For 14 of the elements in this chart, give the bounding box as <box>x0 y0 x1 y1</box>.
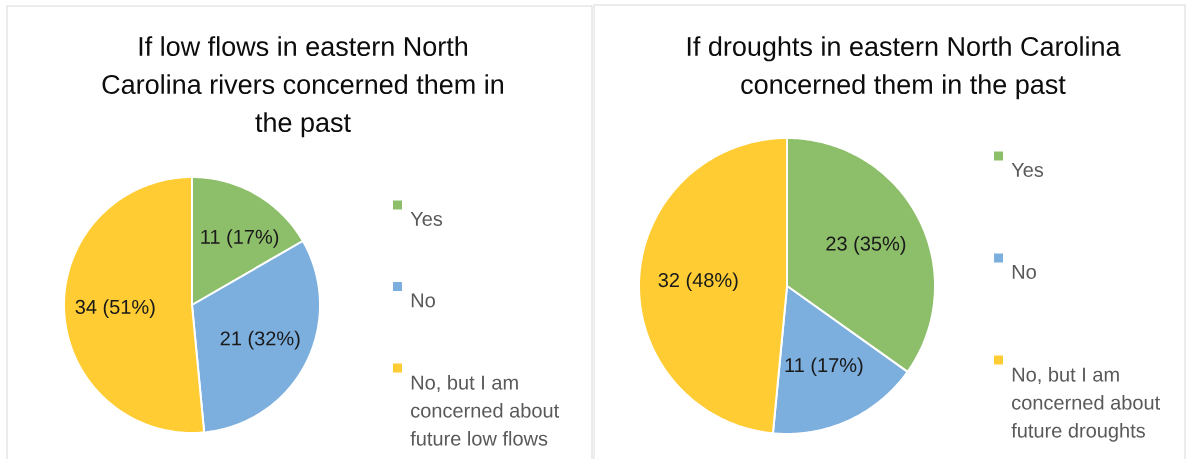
chart-title: If droughts in eastern North Carolina concerned them in the past <box>687 36 1121 100</box>
data-label: 23 (35%) <box>826 236 906 255</box>
legend-label: No <box>1012 265 1036 279</box>
legend-label: No, but I am concerned about future droughts <box>1011 367 1161 442</box>
legend-label: No <box>411 293 435 308</box>
data-label: 21 (32%) <box>220 330 300 350</box>
legend-label: Yes <box>410 212 443 226</box>
data-label: 11 (17%) <box>785 357 863 377</box>
data-label: 34 (51%) <box>75 299 155 318</box>
data-label: 11 (17%) <box>201 229 279 248</box>
chart-title: If low flows in eastern North Carolina rivers concerned them in the past <box>102 36 504 138</box>
data-label: 32 (48%) <box>658 272 738 292</box>
legend-label: No, but I am concerned about future low flows <box>410 375 560 446</box>
legend-label: Yes <box>1011 163 1044 177</box>
